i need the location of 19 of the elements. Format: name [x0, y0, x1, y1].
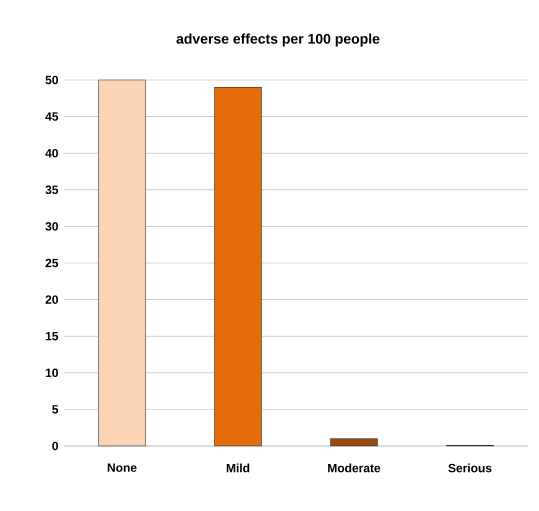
- x-tick-label: None: [108, 464, 137, 472]
- y-tick-label: 45: [45, 112, 58, 121]
- x-tick-label: Mild: [226, 464, 250, 472]
- y-tick-label: 40: [45, 148, 58, 158]
- y-tick-label: 25: [46, 258, 58, 268]
- bar: [98, 80, 146, 446]
- y-tick-label: 20: [46, 295, 58, 304]
- y-tick-label: 10: [46, 368, 58, 378]
- y-tick-label: 5: [52, 405, 58, 414]
- y-tick-label: 15: [46, 332, 58, 340]
- y-tick-label: 50: [46, 76, 58, 84]
- y-tick-label: 30: [45, 222, 58, 231]
- bar: [330, 438, 378, 446]
- x-tick-label: Moderate: [328, 464, 380, 472]
- y-tick-label: 0: [52, 442, 58, 450]
- y-tick-label: 35: [45, 186, 58, 194]
- chart-title: adverse effects per 100 people: [176, 33, 380, 47]
- bar: [214, 87, 262, 446]
- x-tick-label: Serious: [448, 464, 492, 472]
